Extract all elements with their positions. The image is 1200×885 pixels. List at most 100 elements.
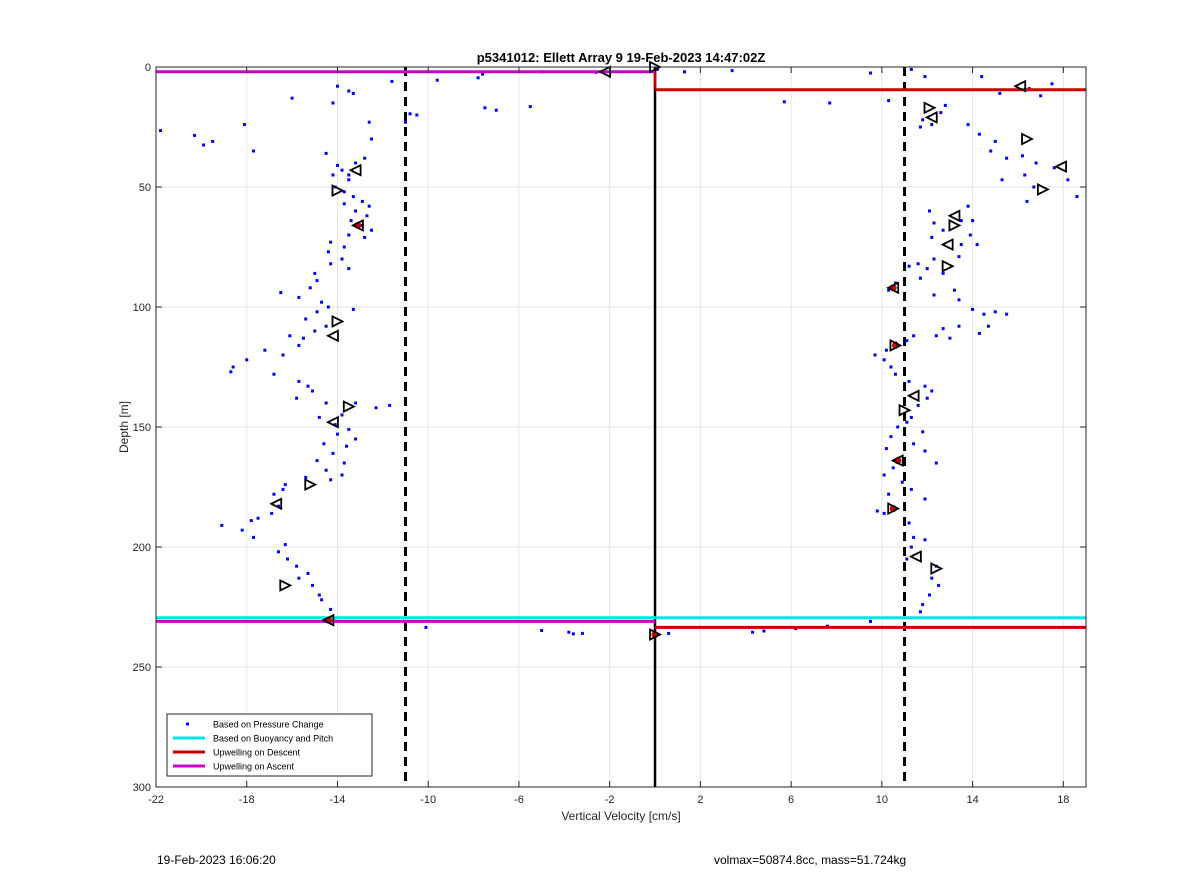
- pressure-point: [263, 348, 267, 352]
- pressure-point: [905, 339, 909, 343]
- x-tick-label: 14: [966, 794, 978, 806]
- triangle-marker: [331, 184, 345, 198]
- legend-box: [166, 713, 373, 777]
- triangle-marker: [1054, 160, 1067, 174]
- pressure-point: [369, 137, 373, 141]
- pressure-point: [982, 312, 986, 316]
- pressure-point: [923, 497, 927, 501]
- pressure-point: [975, 243, 979, 247]
- pressure-point: [882, 358, 886, 362]
- legend-label: Upwelling on Ascent: [213, 762, 295, 772]
- triangle-marker: [331, 314, 345, 328]
- pressure-point: [249, 519, 253, 523]
- legend: Based on Pressure Change Based on Buoyanc…: [166, 713, 373, 777]
- y-tick-label: 200: [133, 542, 151, 554]
- pressure-point: [932, 221, 936, 225]
- x-tick-label: -10: [420, 794, 436, 806]
- ticks: -22 -18 -14 -10 -6 -2 2 6 10 14 180501001502002503…: [133, 62, 1086, 806]
- pressure-point: [342, 190, 346, 194]
- legend-label: Upwelling on Descent: [213, 748, 301, 758]
- pressure-point: [932, 257, 936, 261]
- y-axis-label: Depth [m]: [117, 401, 131, 453]
- pressure-point: [918, 276, 922, 280]
- pressure-point: [211, 139, 215, 143]
- pressure-point: [934, 334, 938, 338]
- pressure-point: [306, 571, 310, 575]
- pressure-point: [351, 307, 355, 311]
- pressure-point: [390, 79, 394, 83]
- x-tick-label: -14: [330, 794, 346, 806]
- pressure-point: [329, 478, 333, 482]
- x-tick-label: -6: [514, 794, 524, 806]
- descent-point: [653, 72, 657, 76]
- pressure-point: [943, 103, 947, 107]
- pressure-point: [306, 384, 310, 388]
- pressure-point: [322, 442, 326, 446]
- pressure-point: [998, 91, 1002, 95]
- triangle-marker: [947, 209, 961, 223]
- pressure-point: [907, 521, 911, 525]
- pressure-point: [887, 99, 891, 103]
- pressure-point: [971, 219, 975, 223]
- triangle-marker: [350, 218, 364, 232]
- pressure-point: [896, 425, 900, 429]
- footer-glider-params: volmax=50874.8cc, mass=51.724kg: [714, 853, 907, 867]
- pressure-point: [959, 243, 963, 247]
- pressure-point: [313, 271, 317, 275]
- triangle-marker: [887, 502, 901, 516]
- pressure-point: [921, 603, 925, 607]
- pressure-point: [1039, 94, 1043, 98]
- triangle-marker: [649, 628, 663, 642]
- pressure-point: [354, 209, 358, 213]
- pressure-point: [884, 348, 888, 352]
- pressure-point: [347, 178, 351, 182]
- triangle-marker: [941, 259, 955, 273]
- legend-label: Based on Buoyancy and Pitch: [213, 734, 333, 744]
- pressure-point: [925, 396, 929, 400]
- pressure-point: [311, 583, 315, 587]
- pressure-point: [369, 228, 373, 232]
- pressure-point: [481, 72, 485, 76]
- pressure-point: [351, 91, 355, 95]
- pressure-point: [957, 324, 961, 328]
- triangle-marker: [890, 454, 904, 468]
- pressure-point: [324, 151, 328, 155]
- pressure-point: [320, 300, 324, 304]
- pressure-point: [331, 101, 335, 105]
- triangle-marker: [940, 238, 954, 252]
- descent-point: [653, 75, 657, 79]
- x-tick-label: 10: [876, 794, 888, 806]
- pressure-point: [367, 204, 371, 208]
- pressure-point: [363, 235, 367, 239]
- pressure-point: [927, 593, 931, 597]
- pressure-point: [354, 401, 358, 405]
- pressure-point: [342, 245, 346, 249]
- pressure-point: [276, 504, 280, 508]
- pressure-point: [231, 365, 235, 369]
- pressure-point: [980, 75, 984, 79]
- pressure-point: [424, 625, 428, 629]
- footer-timestamp: 19-Feb-2023 16:06:20: [157, 853, 276, 867]
- pressure-point: [252, 535, 256, 539]
- legend-label: Based on Pressure Change: [213, 720, 324, 730]
- pressure-point: [1032, 185, 1036, 189]
- triangle-marker: [908, 550, 922, 564]
- pressure-point: [326, 305, 330, 309]
- x-axis-label: Vertical Velocity [cm/s]: [561, 809, 680, 823]
- pressure-point: [363, 156, 367, 160]
- pressure-point: [315, 279, 319, 283]
- pressure-point: [313, 329, 317, 333]
- descent-point: [653, 82, 657, 86]
- pressure-point: [347, 267, 351, 271]
- triangle-marker: [906, 389, 920, 403]
- pressure-point: [367, 120, 371, 124]
- pressure-point: [335, 432, 339, 436]
- x-tick-label: -2: [605, 794, 615, 806]
- pressure-point: [968, 233, 972, 237]
- pressure-point: [304, 475, 308, 479]
- pressure-point: [1005, 312, 1009, 316]
- pressure-point: [921, 430, 925, 434]
- pressure-point: [281, 487, 285, 491]
- triangle-marker: [1013, 79, 1027, 93]
- pressure-point: [331, 451, 335, 455]
